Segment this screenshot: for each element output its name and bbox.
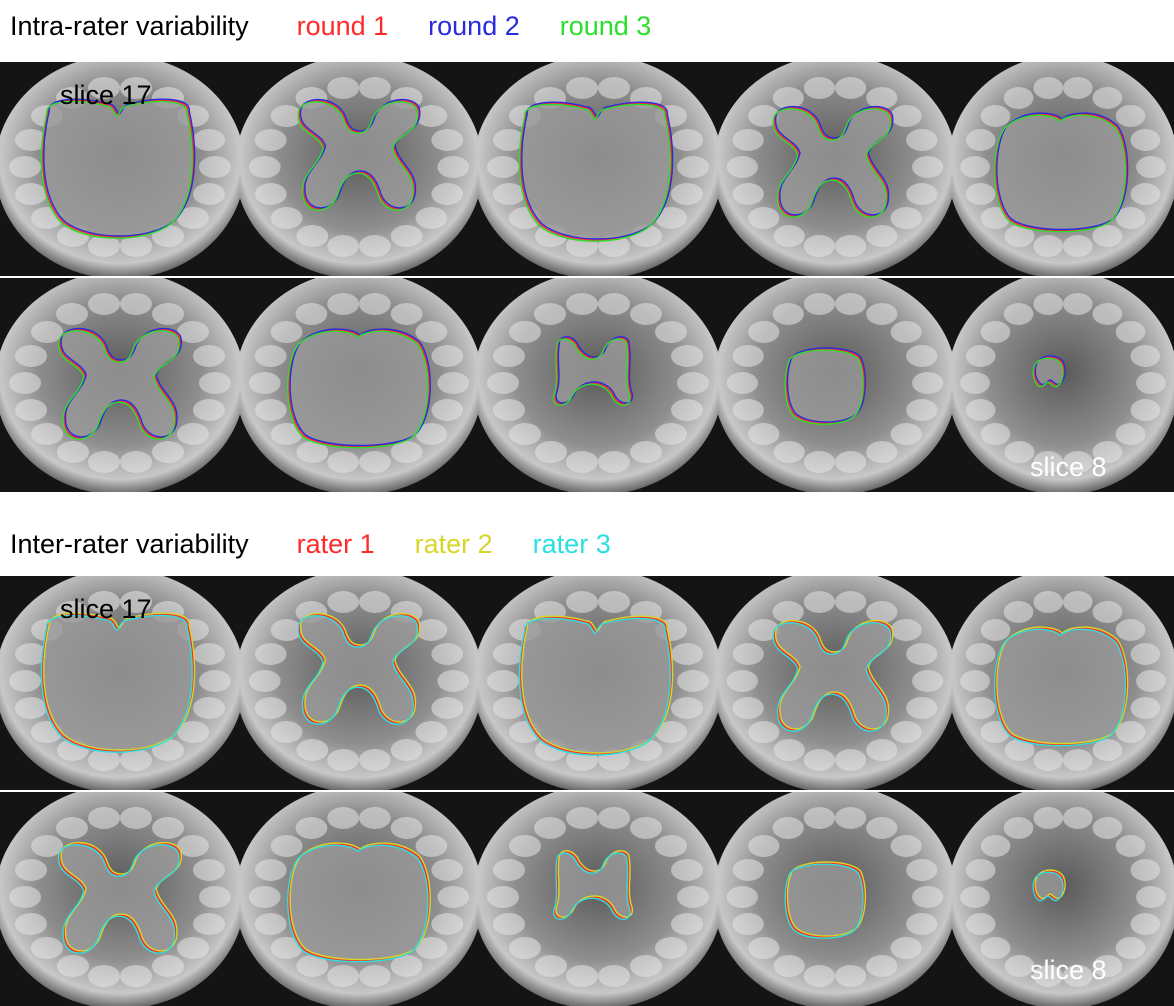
inter-mri-panel-10 bbox=[952, 792, 1174, 1006]
intra-rater-header: Intra-rater variability round 1 round 2 … bbox=[10, 6, 691, 46]
legend-round-3: round 3 bbox=[559, 10, 652, 41]
intra-mri-panel-3 bbox=[478, 62, 718, 276]
inter-mri-panel-4 bbox=[718, 576, 952, 790]
intra-mri-panel-7 bbox=[240, 278, 478, 492]
intra-rater-title: Intra-rater variability bbox=[10, 10, 249, 41]
legend-rater-1: rater 1 bbox=[296, 528, 375, 559]
inter-rater-title: Inter-rater variability bbox=[10, 528, 249, 559]
inter-slice-8-label: slice 8 bbox=[1030, 955, 1107, 985]
intra-mri-panel-6 bbox=[0, 278, 240, 492]
intra-slice-17-label: slice 17 bbox=[60, 80, 152, 110]
intra-mri-panel-4 bbox=[718, 62, 952, 276]
intra-slice-8-label: slice 8 bbox=[1030, 452, 1107, 482]
legend-round-1: round 1 bbox=[296, 10, 389, 41]
intra-mri-panel-10 bbox=[952, 278, 1174, 492]
legend-rater-2: rater 2 bbox=[414, 528, 493, 559]
inter-rater-header: Inter-rater variability rater 1 rater 2 … bbox=[10, 524, 651, 564]
inter-mri-panel-2 bbox=[240, 576, 478, 790]
inter-mri-panel-8 bbox=[478, 792, 718, 1006]
legend-rater-3: rater 3 bbox=[532, 528, 611, 559]
intra-mri-panel-5 bbox=[952, 62, 1174, 276]
intra-mri-panel-8 bbox=[478, 278, 718, 492]
intra-mri-panel-1 bbox=[0, 62, 240, 276]
inter-mri-panel-9 bbox=[718, 792, 952, 1006]
intra-mri-panel-2 bbox=[240, 62, 478, 276]
intra-mri-panel-9 bbox=[718, 278, 952, 492]
inter-mri-panel-5 bbox=[952, 576, 1174, 790]
legend-round-2: round 2 bbox=[428, 10, 520, 41]
inter-rater-image-grid bbox=[0, 576, 1174, 1006]
inter-mri-panel-3 bbox=[478, 576, 718, 790]
inter-mri-panel-7 bbox=[240, 792, 478, 1006]
intra-rater-image-grid bbox=[0, 62, 1174, 492]
inter-slice-17-label: slice 17 bbox=[60, 594, 152, 624]
inter-mri-panel-6 bbox=[0, 792, 240, 1006]
inter-mri-panel-1 bbox=[0, 576, 240, 790]
